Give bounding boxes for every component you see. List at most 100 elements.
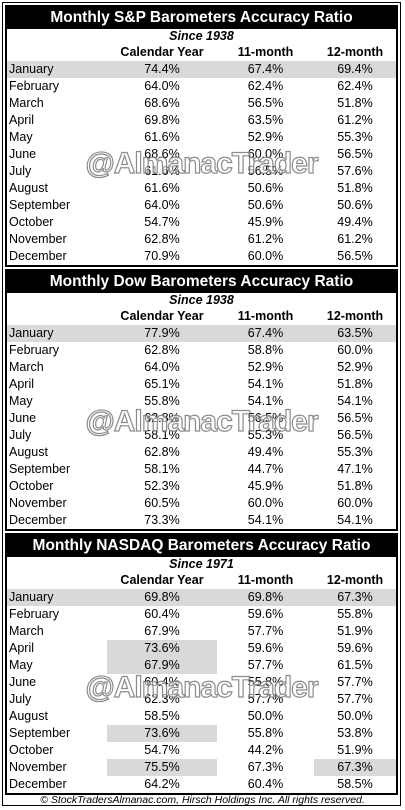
calendar-year-header: Calendar Year	[120, 573, 204, 587]
twelve-month-cell: 50.6%	[337, 198, 373, 212]
month-cell: August	[9, 181, 48, 195]
month-cell: November	[9, 232, 67, 246]
twelve-month-cell: 61.5%	[337, 658, 373, 672]
dow-header-row: Calendar Year 11-month 12-month	[7, 308, 396, 325]
calendar-year-cell: 77.9%	[144, 326, 180, 340]
month-cell: February	[9, 79, 60, 93]
calendar-year-cell: 65.1%	[144, 377, 180, 391]
month-cell: March	[9, 624, 44, 638]
eleven-month-cell: 55.8%	[247, 675, 284, 689]
calendar-year-cell: 54.7%	[144, 215, 180, 229]
table-row: February 60.4% 59.6% 55.8%	[7, 606, 396, 623]
twelve-month-cell: 51.8%	[337, 181, 373, 195]
table-row: October 54.7% 44.2% 51.9%	[7, 742, 396, 759]
month-cell: April	[9, 113, 35, 127]
calendar-year-cell: 61.6%	[144, 181, 180, 195]
month-cell: March	[9, 96, 44, 110]
table-row: July 58.1% 55.3% 56.5%	[7, 427, 396, 444]
twelve-month-header: 12-month	[326, 573, 384, 587]
table-row: December 70.9% 60.0% 56.5%	[7, 248, 396, 265]
nasdaq-subtitle: Since 1971	[169, 557, 234, 571]
month-cell: November	[9, 496, 67, 510]
twelve-month-cell: 55.3%	[337, 445, 373, 459]
table-row: April 69.8% 63.5% 61.2%	[7, 112, 396, 129]
calendar-year-cell: 69.8%	[144, 590, 180, 604]
eleven-month-cell: 55.8%	[247, 726, 284, 740]
table-row: November 60.5% 60.0% 60.0%	[7, 495, 396, 512]
calendar-year-cell: 55.8%	[144, 394, 180, 408]
month-cell: September	[9, 198, 71, 212]
eleven-month-cell: 67.4%	[247, 62, 284, 76]
calendar-year-cell: 62.8%	[144, 343, 180, 357]
month-cell: October	[9, 743, 54, 757]
month-cell: January	[9, 326, 54, 340]
table-row: October 52.3% 45.9% 51.8%	[7, 478, 396, 495]
table-row: August 58.5% 50.0% 50.0%	[7, 708, 396, 725]
eleven-month-cell: 56.5%	[247, 164, 284, 178]
table-row: August 62.8% 49.4% 55.3%	[7, 444, 396, 461]
sp-title: Monthly S&P Barometers Accuracy Ratio	[7, 7, 396, 29]
eleven-month-cell: 54.1%	[247, 513, 284, 527]
eleven-month-header: 11-month	[237, 573, 294, 587]
twelve-month-cell: 54.1%	[337, 513, 373, 527]
month-header	[9, 44, 109, 61]
eleven-month-cell: 50.6%	[247, 181, 284, 195]
table-row: March 67.9% 57.7% 51.9%	[7, 623, 396, 640]
calendar-year-cell: 64.0%	[144, 360, 180, 374]
calendar-year-cell: 61.6%	[144, 130, 180, 144]
month-cell: June	[9, 147, 37, 161]
calendar-year-cell: 73.3%	[144, 513, 180, 527]
eleven-month-cell: 50.6%	[247, 198, 284, 212]
dow-panel: Monthly Dow Barometers Accuracy Ratio Si…	[5, 269, 398, 531]
month-cell: December	[9, 777, 67, 791]
calendar-year-cell: 67.9%	[107, 657, 217, 674]
table-row: May 67.9% 57.7% 61.5%	[7, 657, 396, 674]
calendar-year-cell: 62.8%	[144, 411, 180, 425]
twelve-month-cell: 57.7%	[337, 675, 373, 689]
calendar-year-cell: 52.3%	[144, 479, 180, 493]
month-header	[9, 308, 109, 325]
month-cell: May	[9, 130, 33, 144]
eleven-month-cell: 52.9%	[247, 130, 284, 144]
table-row: April 73.6% 59.6% 59.6%	[7, 640, 396, 657]
month-cell: May	[9, 394, 33, 408]
dow-subtitle: Since 1938	[169, 293, 234, 307]
twelve-month-cell: 56.5%	[337, 428, 373, 442]
month-cell: March	[9, 360, 44, 374]
table-row: September 58.1% 44.7% 47.1%	[7, 461, 396, 478]
month-cell: May	[9, 658, 33, 672]
month-cell: February	[9, 607, 60, 621]
eleven-month-header: 11-month	[237, 309, 294, 323]
eleven-month-cell: 57.7%	[247, 624, 284, 638]
twelve-month-cell: 51.9%	[337, 743, 373, 757]
month-cell: June	[9, 675, 37, 689]
twelve-month-cell: 67.3%	[314, 759, 396, 776]
calendar-year-cell: 64.0%	[144, 198, 180, 212]
eleven-month-cell: 57.7%	[247, 658, 284, 672]
table-row: June 62.8% 56.5% 56.5%	[7, 410, 396, 427]
calendar-year-cell: 61.6%	[144, 164, 180, 178]
sp-rows: January 74.4% 67.4% 69.4% February 64.0% 62.4%…	[7, 61, 396, 265]
month-cell: June	[9, 411, 37, 425]
eleven-month-header: 11-month	[237, 45, 294, 59]
table-row: January 74.4% 67.4% 69.4%	[7, 61, 396, 78]
twelve-month-header: 12-month	[326, 45, 384, 59]
calendar-year-cell: 68.6%	[144, 96, 180, 110]
calendar-year-cell: 68.6%	[144, 147, 180, 161]
eleven-month-cell: 67.3%	[247, 760, 284, 774]
calendar-year-cell: 74.4%	[144, 62, 180, 76]
twelve-month-cell: 53.8%	[337, 726, 373, 740]
eleven-month-cell: 56.5%	[247, 411, 284, 425]
twelve-month-cell: 55.3%	[337, 130, 373, 144]
calendar-year-cell: 73.6%	[107, 725, 217, 742]
month-cell: January	[9, 590, 54, 604]
eleven-month-cell: 60.0%	[247, 147, 284, 161]
nasdaq-title: Monthly NASDAQ Barometers Accuracy Ratio	[7, 535, 396, 557]
sp-panel: Monthly S&P Barometers Accuracy Ratio Si…	[5, 5, 398, 267]
twelve-month-cell: 56.5%	[337, 411, 373, 425]
nasdaq-panel: Monthly NASDAQ Barometers Accuracy Ratio…	[5, 533, 398, 795]
table-row: July 61.6% 56.5% 57.6%	[7, 163, 396, 180]
eleven-month-cell: 56.5%	[247, 96, 284, 110]
calendar-year-header: Calendar Year	[120, 45, 204, 59]
calendar-year-cell: 62.8%	[144, 445, 180, 459]
